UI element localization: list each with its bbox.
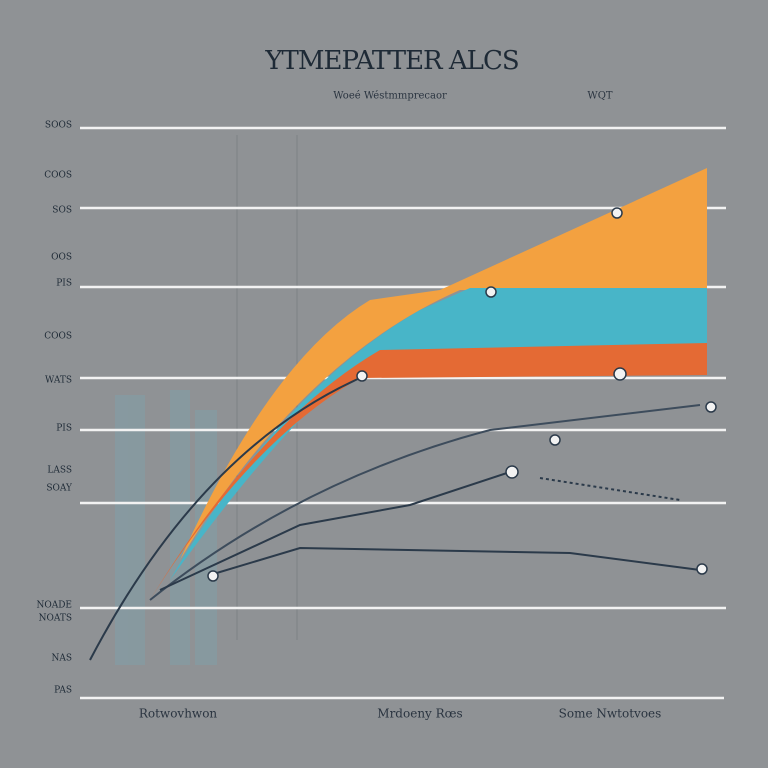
category-label: Rotwovhwon	[139, 707, 218, 721]
category-label: Mrdoeny Rœs	[377, 707, 462, 721]
points	[207, 207, 717, 582]
axis-label: PIS	[56, 279, 72, 289]
backdrop-bars	[115, 390, 217, 665]
area-bands	[150, 168, 707, 600]
tag: WQT	[587, 91, 612, 102]
axis-label: NOATS	[39, 614, 72, 624]
axis-label: LASS	[47, 466, 72, 476]
axis-label: WATS	[45, 376, 72, 386]
axis-label: OOS	[51, 253, 72, 263]
lines	[89, 377, 701, 661]
axis-label: COOS	[44, 332, 72, 342]
bottom-labels: Rotwovhwon Mrdoeny Rœs Some Nwtotvoes	[139, 707, 661, 721]
left-labels: SOOS COOS SOS OOS PIS COOS WATS PIS LASS SOAY NOAD…	[36, 121, 73, 696]
axis-label: COOS	[44, 171, 72, 181]
category-label: Some Nwtotvoes	[559, 707, 662, 721]
title: YTMEPATTER ALCS	[264, 46, 518, 76]
axis-label: NAS	[51, 654, 72, 664]
subtitle: Woeé Wéstmmprecaor	[333, 91, 447, 102]
axis-label: PAS	[54, 686, 72, 696]
axis-label: SOS	[52, 206, 72, 216]
axis-label: NOADE	[36, 601, 72, 611]
axis-label: SOOS	[45, 121, 72, 131]
axis-label: PIS	[56, 424, 72, 434]
axis-label: SOAY	[46, 484, 73, 494]
